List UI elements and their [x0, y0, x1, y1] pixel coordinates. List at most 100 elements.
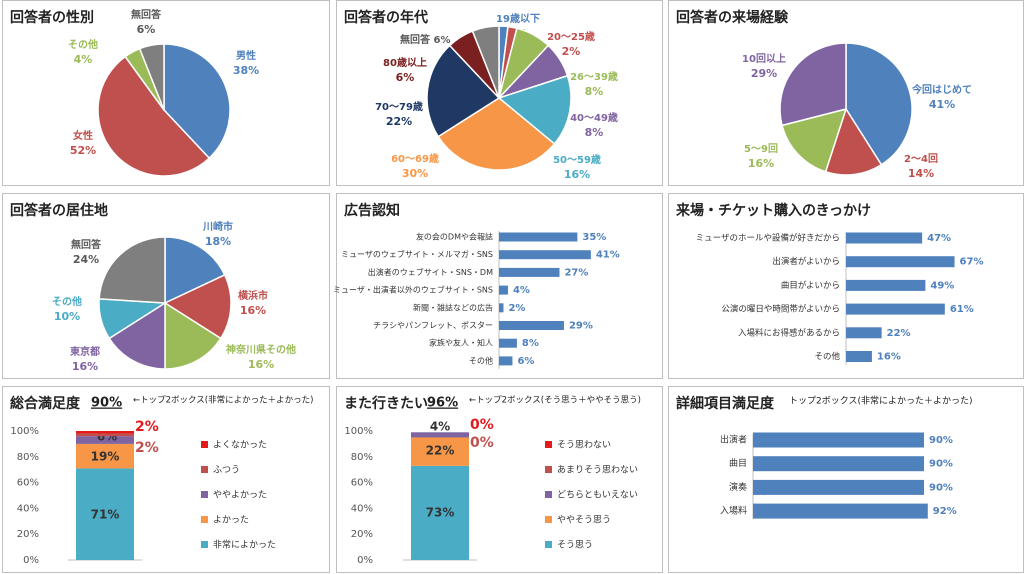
- bar-value-label: 27%: [564, 267, 588, 278]
- pie-slice: [97, 55, 211, 177]
- y-tick-label: 60%: [351, 478, 373, 489]
- bar: [846, 232, 923, 244]
- chart-title: 詳細項目満足度: [676, 396, 774, 412]
- slice-value-label: 8%: [585, 85, 604, 98]
- category-label: ミューザのホールや設備が好きだから: [696, 233, 840, 244]
- bar: [499, 285, 508, 295]
- legend-label: ややそう思う: [557, 515, 611, 526]
- top2-note: ←トップ2ボックス(非常によかった＋よかった): [133, 395, 313, 406]
- top2-value: 90%: [91, 396, 122, 411]
- bar-value-label: 90%: [929, 459, 953, 470]
- chart-panel: 詳細項目満足度 トップ2ボックス(非常によかった＋よかった) 出演者 90% 曲目 90%…: [668, 386, 1024, 573]
- chart-title: 回答者の年代: [344, 10, 428, 26]
- legend-label: ふつう: [213, 465, 240, 476]
- pie-slice: [426, 44, 501, 138]
- slice-label: 2～4回: [904, 153, 938, 165]
- pie-slice: [164, 301, 222, 370]
- category-label: その他: [469, 355, 493, 365]
- bar: [753, 503, 928, 519]
- bar-value-label: 49%: [930, 280, 954, 291]
- slice-label: 無回答: [71, 238, 102, 251]
- chart-title: 総合満足度: [10, 396, 80, 412]
- y-tick-label: 0%: [23, 555, 39, 566]
- stack-segment: [411, 437, 469, 466]
- category-label: 出演者がよいから: [772, 256, 840, 267]
- pie-slice: [163, 273, 232, 340]
- pie-slice: [497, 74, 572, 145]
- slice-value-label: 6%: [137, 23, 156, 36]
- legend-marker: [545, 466, 552, 473]
- slice-label: 男性: [236, 49, 256, 62]
- slice-label: 今回はじめて: [911, 83, 972, 96]
- slice-label: 10回以上: [742, 52, 786, 65]
- bar: [753, 456, 924, 472]
- slice-label: 60～69歳: [391, 152, 439, 165]
- bar-value-label: 61%: [950, 304, 974, 315]
- slice-value-label: 16%: [240, 304, 266, 317]
- slice-label: 40～49歳: [570, 111, 618, 124]
- chart-panel: 回答者の居住地 川崎市 18% 横浜市 16% 神奈川県その他 16% 東京都 16% その他 10…: [2, 193, 330, 379]
- bar-value-label: 47%: [927, 233, 951, 244]
- stack-segment: [76, 433, 134, 437]
- category-label: 公演の曜日や時間帯がよいから: [721, 304, 840, 315]
- legend-label: 非常によかった: [213, 539, 276, 551]
- chart-title: 回答者の性別: [10, 10, 94, 26]
- category-label: 家族や友人・知人: [429, 338, 493, 348]
- chart-panel: 回答者の性別 男性 38% 女性 52% その他 4% 無回答 6%: [2, 0, 330, 186]
- bar: [499, 303, 504, 313]
- chart-panel: 回答者の来場経験 今回はじめて 41% 2～4回 14% 5～9回 16% 10回以上 29%: [668, 0, 1024, 186]
- top2-note: ←トップ2ボックス(そう思う＋ややそう思う): [469, 396, 641, 406]
- bar-value-label: 29%: [569, 321, 593, 332]
- slice-label: 70～79歳: [375, 100, 423, 113]
- pie-slice: [779, 42, 847, 127]
- pie-slice: [471, 25, 500, 99]
- stack-segment: [76, 443, 134, 469]
- bar-value-label: 41%: [596, 250, 620, 261]
- bar: [753, 432, 924, 448]
- segment-value-label: 73%: [426, 506, 455, 520]
- bar: [846, 256, 955, 268]
- chart-svg: 19歳以下2%20～25歳2%26～39歳8%40～49歳8%50～59歳16%…: [375, 12, 618, 181]
- segment-value-label: 2%: [135, 419, 159, 435]
- chart-svg: 友の会のDMや会報誌 35% ミューザのウェブサイト・メルマガ・SNS 41% 出演者の…: [333, 231, 620, 369]
- legend-label: あまりそう思わない: [557, 465, 638, 476]
- pie-slice: [781, 107, 848, 173]
- chart-panel: 回答者の年代19歳以下2%20～25歳2%26～39歳8%40～49歳8%50～…: [336, 0, 663, 186]
- slice-label: 20～25歳: [547, 30, 595, 43]
- bar: [846, 351, 872, 362]
- slice-value-label: 2%: [562, 45, 581, 58]
- bar: [499, 232, 578, 242]
- stack-segment: [411, 432, 469, 438]
- bar-value-label: 16%: [877, 352, 901, 363]
- legend-label: どちらともいえない: [557, 490, 638, 501]
- chart-title: また行きたい: [344, 396, 428, 412]
- slice-label: 80歳以上: [383, 56, 427, 69]
- slice-value-label: 24%: [73, 253, 99, 266]
- legend-marker: [545, 541, 552, 548]
- slice-value-label: 14%: [908, 167, 934, 180]
- slice-label: 無回答 6%: [400, 33, 450, 46]
- slice-label: 26～39歳: [570, 70, 618, 83]
- slice-label: 東京都: [70, 345, 100, 358]
- category-label: 入場料にお得感があるから: [738, 327, 840, 338]
- category-label: チラシやパンフレット、ポスター: [373, 321, 493, 330]
- slice-label: 川崎市: [202, 220, 233, 233]
- chart-svg: 96% ←トップ2ボックス(そう思う＋ややそう思う) 100% 80% 60% 40% 20…: [344, 396, 641, 567]
- pie-slice: [164, 236, 226, 305]
- slice-label: 19歳以下: [496, 12, 540, 25]
- y-tick-label: 0%: [357, 555, 373, 566]
- pie-slice: [163, 43, 231, 160]
- segment-value-label: 0%: [470, 417, 494, 433]
- category-label: 出演者: [720, 434, 747, 446]
- chart-svg: トップ2ボックス(非常によかった＋よかった) 出演者 90% 曲目 90% 演奏 90% 入場…: [720, 395, 972, 520]
- pie-slice: [824, 107, 883, 176]
- slice-value-label: 30%: [402, 167, 428, 180]
- y-tick-label: 100%: [10, 426, 39, 437]
- y-tick-label: 60%: [17, 478, 39, 489]
- bar-value-label: 90%: [929, 482, 953, 493]
- y-tick-label: 80%: [351, 452, 373, 463]
- legend-marker: [545, 516, 552, 523]
- slice-label: 5～9回: [744, 143, 778, 155]
- category-label: 入場料: [720, 505, 747, 517]
- chart-title: 来場・チケット購入のきっかけ: [676, 203, 872, 219]
